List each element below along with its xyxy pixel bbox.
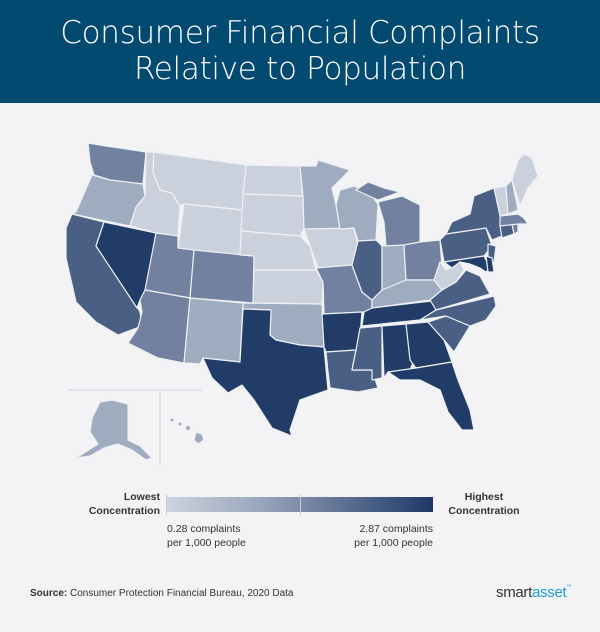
source-text: Consumer Protection Financial Bureau, 20… [67,588,294,599]
legend-tick-mid [300,494,301,515]
source-label: Source: [30,588,68,599]
state-wv [433,261,465,291]
state-nh [505,179,519,215]
title-banner: Consumer Financial Complaints Relative t… [0,0,600,103]
state-hi-island [186,426,190,430]
legend-low-label: Lowest Concentration [88,491,160,517]
legend-tick-left [166,494,167,515]
source-note: Source: Consumer Protection Financial Bu… [30,588,293,599]
state-hi-island [170,418,174,422]
state-ma [499,213,529,227]
state-hi [193,431,205,445]
legend-min-value: 0.28 complaints per 1,000 people [167,523,246,549]
color-legend: Lowest Concentration Highest Concentrati… [0,480,600,560]
state-nd [242,164,304,197]
legend-high-label: Highest Concentration [448,491,520,517]
state-tx [202,308,329,437]
state-ak [75,399,153,461]
state-fl [387,361,475,431]
title-line-2: Relative to Population [133,51,467,87]
state-mi-up [355,181,401,201]
legend-max-value: 2.87 complaints per 1,000 people [354,523,433,549]
state-mn [299,159,351,230]
state-sd [240,193,305,237]
state-wy [177,203,244,257]
state-de [485,255,495,273]
state-hi-island [178,422,182,426]
state-nm [183,297,244,365]
us-choropleth-map [0,103,600,473]
state-me [511,153,539,207]
title-line-1: Consumer Financial Complaints [60,15,540,51]
state-mi [377,195,421,249]
state-ar [321,311,363,353]
smartasset-logo: smartasset™ [496,584,572,601]
state-co [189,249,255,304]
state-ks [252,269,324,305]
